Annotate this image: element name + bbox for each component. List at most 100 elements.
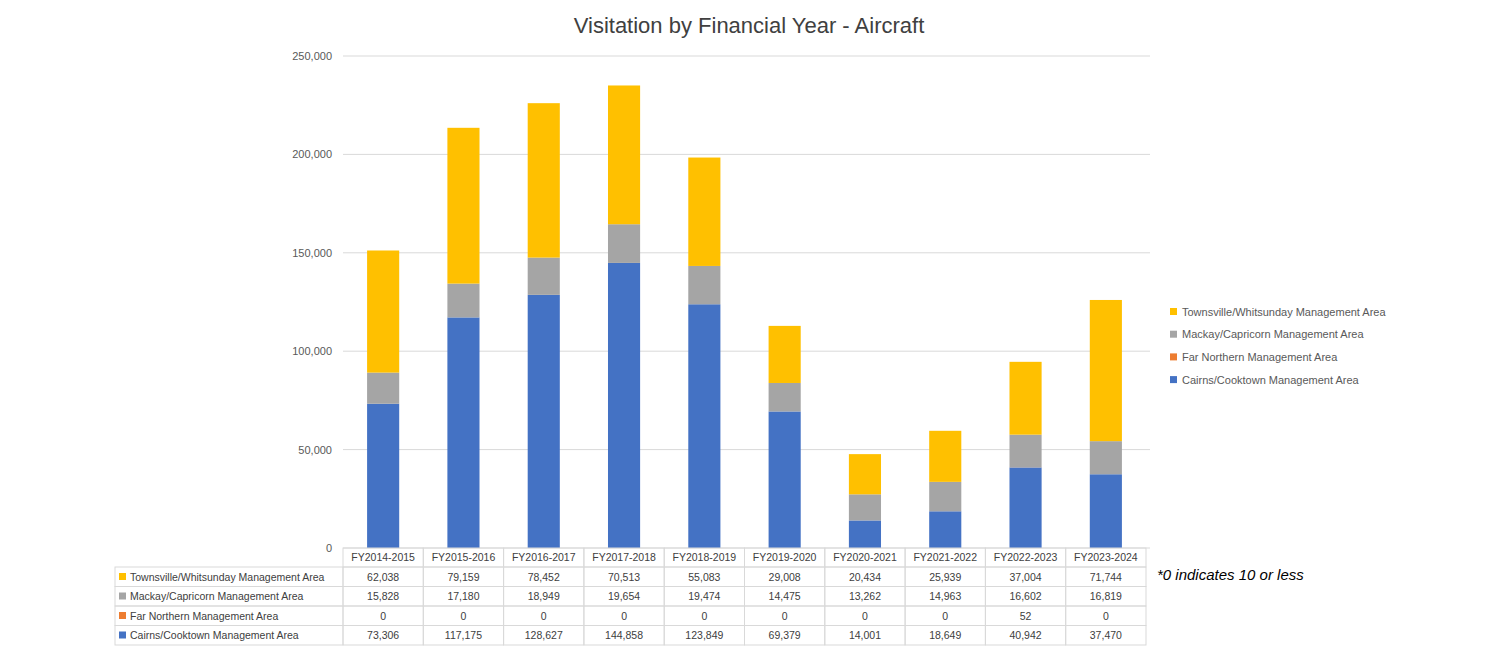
table-value: 0 — [380, 610, 386, 622]
table-value: 16,819 — [1090, 590, 1122, 602]
y-tick-label: 200,000 — [292, 148, 332, 160]
data-table: FY2014-2015FY2015-2016FY2016-2017FY2017-… — [115, 548, 1146, 645]
bar-segment — [769, 383, 801, 411]
table-cell — [504, 606, 584, 626]
table-value: 14,001 — [849, 629, 881, 641]
table-cell — [905, 626, 985, 646]
category-label: FY2018-2019 — [673, 551, 737, 563]
category-label: FY2016-2017 — [512, 551, 576, 563]
table-cell — [664, 587, 744, 607]
table-cell — [504, 567, 584, 587]
table-cell — [423, 587, 503, 607]
table-cell — [423, 548, 503, 567]
table-value: 78,452 — [528, 571, 560, 583]
bar-segment — [929, 482, 961, 511]
bar-segment — [688, 266, 720, 304]
table-cell — [504, 626, 584, 646]
table-value: 0 — [862, 610, 868, 622]
table-cell — [664, 548, 744, 567]
bar-segment — [447, 317, 479, 548]
table-value: 0 — [541, 610, 547, 622]
category-label: FY2021-2022 — [913, 551, 977, 563]
table-cell — [343, 587, 423, 607]
table-value: 37,004 — [1009, 571, 1041, 583]
table-cell — [985, 587, 1065, 607]
bars — [367, 85, 1122, 548]
table-value: 18,949 — [528, 590, 560, 602]
table-cell — [664, 606, 744, 626]
category-label: FY2015-2016 — [432, 551, 496, 563]
table-cell — [745, 548, 825, 567]
table-legend-key — [119, 632, 126, 639]
y-tick-label: 100,000 — [292, 345, 332, 357]
bar-segment — [1009, 435, 1041, 468]
table-cell — [905, 548, 985, 567]
bar-segment — [769, 411, 801, 548]
table-cell — [1066, 626, 1146, 646]
table-value: 0 — [461, 610, 467, 622]
table-cell — [664, 626, 744, 646]
table-cell — [584, 548, 664, 567]
table-cell — [423, 606, 503, 626]
table-cell — [1066, 587, 1146, 607]
table-value: 0 — [782, 610, 788, 622]
table-value: 128,627 — [525, 629, 563, 641]
bar-segment — [1090, 474, 1122, 548]
table-cell — [115, 567, 343, 587]
page: {"chart_data": { "type": "bar", "title":… — [0, 0, 1500, 654]
table-cell — [905, 587, 985, 607]
table-series-label: Townsville/Whitsunday Management Area — [130, 571, 325, 583]
table-cell — [115, 606, 343, 626]
bar-segment — [1009, 362, 1041, 435]
table-cell — [584, 567, 664, 587]
category-label: FY2023-2024 — [1074, 551, 1138, 563]
table-cell — [745, 587, 825, 607]
table-cell — [584, 606, 664, 626]
category-label: FY2020-2021 — [833, 551, 897, 563]
table-cell — [825, 626, 905, 646]
table-value: 17,180 — [447, 590, 479, 602]
table-cell — [504, 548, 584, 567]
bar-segment — [849, 454, 881, 494]
table-value: 19,654 — [608, 590, 640, 602]
y-tick-label: 0 — [326, 542, 332, 554]
legend-key — [1170, 331, 1177, 338]
table-legend-key — [119, 573, 126, 580]
legend-label: Far Northern Management Area — [1182, 351, 1338, 363]
bar-segment — [528, 295, 560, 548]
table-cell — [504, 587, 584, 607]
table-cell — [825, 567, 905, 587]
bar-segment — [367, 250, 399, 372]
table-cell — [985, 626, 1065, 646]
bar-segment — [608, 85, 640, 224]
table-value: 29,008 — [769, 571, 801, 583]
table-cell — [423, 626, 503, 646]
table-value: 40,942 — [1009, 629, 1041, 641]
title: Visitation by Financial Year - Aircraft — [574, 13, 925, 38]
legend-key — [1170, 353, 1177, 360]
table-value: 20,434 — [849, 571, 881, 583]
table-series-label: Cairns/Cooktown Management Area — [130, 629, 299, 641]
bar-segment — [688, 158, 720, 266]
table-cell — [343, 606, 423, 626]
table-series-label: Far Northern Management Area — [130, 610, 278, 622]
table-cell — [825, 587, 905, 607]
bar-segment — [849, 494, 881, 520]
table-value: 19,474 — [688, 590, 720, 602]
table-value: 117,175 — [445, 629, 482, 641]
category-label: FY2022-2023 — [994, 551, 1058, 563]
bar-segment — [367, 404, 399, 548]
bar-segment — [769, 326, 801, 383]
table-cell — [985, 606, 1065, 626]
legend-label: Cairns/Cooktown Management Area — [1182, 374, 1360, 386]
table-series-label: Mackay/Capricorn Management Area — [130, 590, 303, 602]
legend-key — [1170, 376, 1177, 383]
table-cell — [664, 567, 744, 587]
table-value: 69,379 — [769, 629, 801, 641]
legend-key — [1170, 308, 1177, 315]
bar-segment — [1009, 467, 1041, 548]
table-value: 14,475 — [769, 590, 801, 602]
table-value: 55,083 — [688, 571, 720, 583]
table-cell — [115, 626, 343, 646]
table-cell — [584, 587, 664, 607]
